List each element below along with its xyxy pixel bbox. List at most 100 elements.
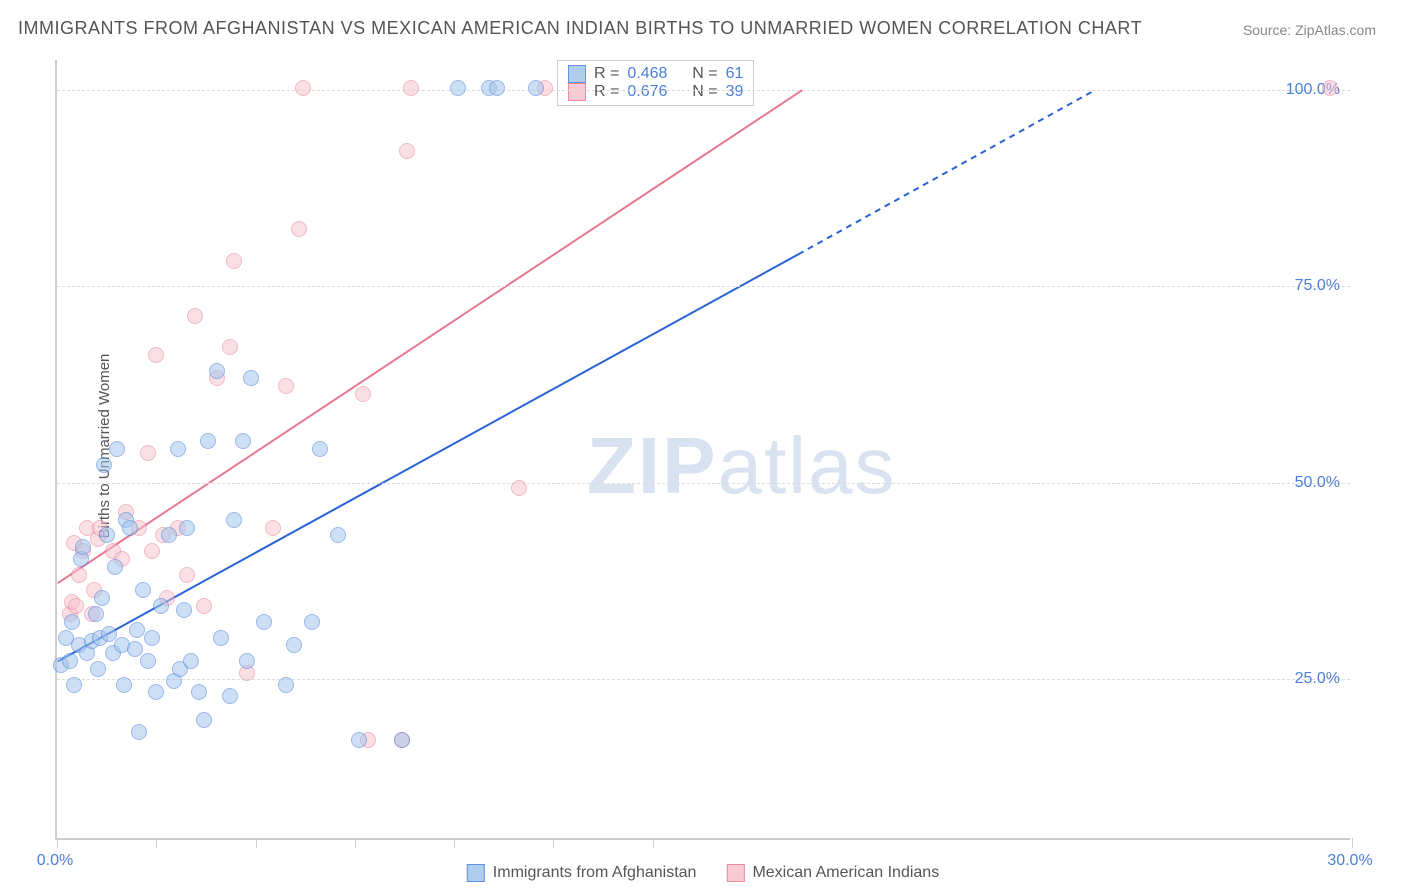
scatter-point [403,80,419,96]
scatter-point [222,688,238,704]
series-legend: Immigrants from Afghanistan Mexican Amer… [467,864,939,882]
scatter-point [94,590,110,606]
scatter-point [511,480,527,496]
scatter-point [243,370,259,386]
x-tick [156,838,157,848]
x-tick [1352,838,1353,848]
legend-label-series2: Mexican American Indians [752,864,939,882]
legend-label-series1: Immigrants from Afghanistan [493,864,697,882]
x-tick [553,838,554,848]
x-tick-label: 0.0% [37,852,73,870]
scatter-point [291,221,307,237]
scatter-point [176,602,192,618]
scatter-point [278,378,294,394]
scatter-point [226,253,242,269]
chart-plot-area: ZIPatlas R = 0.468 N = 61 R = 0.676 N = … [55,60,1350,840]
legend-swatch-series2-bottom [726,864,744,882]
watermark-part-atlas: atlas [717,421,896,510]
legend-item-series2: Mexican American Indians [726,864,939,882]
scatter-point [187,308,203,324]
scatter-point [107,559,123,575]
scatter-point [96,457,112,473]
watermark-part-zip: ZIP [587,421,717,510]
scatter-point [355,386,371,402]
scatter-point [222,339,238,355]
y-tick-label: 25.0% [1295,670,1340,688]
n-value-series1: 61 [726,65,744,83]
scatter-point [99,527,115,543]
scatter-point [140,445,156,461]
scatter-point [68,598,84,614]
scatter-point [235,433,251,449]
scatter-point [226,512,242,528]
gridline-h [57,90,1350,91]
scatter-point [101,626,117,642]
y-tick-label: 50.0% [1295,474,1340,492]
scatter-point [278,677,294,693]
scatter-point [394,732,410,748]
scatter-point [66,677,82,693]
scatter-point [265,520,281,536]
scatter-point [286,637,302,653]
gridline-h [57,286,1350,287]
scatter-point [1322,80,1338,96]
scatter-point [144,543,160,559]
scatter-point [109,441,125,457]
scatter-point [179,520,195,536]
watermark: ZIPatlas [587,420,896,512]
r-label: R = [594,65,619,83]
x-tick [454,838,455,848]
legend-item-series1: Immigrants from Afghanistan [467,864,697,882]
scatter-point [304,614,320,630]
scatter-point [239,653,255,669]
scatter-point [528,80,544,96]
n-label: N = [692,65,717,83]
r-label: R = [594,83,619,101]
scatter-point [179,567,195,583]
x-tick [653,838,654,848]
source-label: Source: ZipAtlas.com [1243,22,1376,38]
scatter-point [71,567,87,583]
scatter-point [209,363,225,379]
scatter-point [88,606,104,622]
scatter-point [135,582,151,598]
scatter-point [399,143,415,159]
scatter-point [170,441,186,457]
scatter-point [122,520,138,536]
scatter-point [196,598,212,614]
legend-swatch-series1 [568,65,586,83]
scatter-point [64,614,80,630]
scatter-point [148,347,164,363]
scatter-point [62,653,78,669]
legend-swatch-series1-bottom [467,864,485,882]
scatter-point [90,661,106,677]
scatter-point [116,677,132,693]
scatter-point [131,724,147,740]
y-tick-label: 75.0% [1295,277,1340,295]
scatter-point [295,80,311,96]
n-value-series2: 39 [726,83,744,101]
scatter-point [196,712,212,728]
scatter-point [153,598,169,614]
scatter-point [75,539,91,555]
legend-row-series1: R = 0.468 N = 61 [568,65,743,83]
gridline-h [57,483,1350,484]
r-value-series2: 0.676 [627,83,667,101]
scatter-point [312,441,328,457]
scatter-point [148,684,164,700]
scatter-point [144,630,160,646]
scatter-point [489,80,505,96]
legend-row-series2: R = 0.676 N = 39 [568,83,743,101]
trend-lines-layer [57,60,1350,838]
scatter-point [330,527,346,543]
scatter-point [256,614,272,630]
scatter-point [200,433,216,449]
x-tick [355,838,356,848]
scatter-point [191,684,207,700]
r-value-series1: 0.468 [627,65,667,83]
x-tick [57,838,58,848]
scatter-point [129,622,145,638]
correlation-legend: R = 0.468 N = 61 R = 0.676 N = 39 [557,60,754,106]
chart-title: IMMIGRANTS FROM AFGHANISTAN VS MEXICAN A… [18,18,1142,39]
scatter-point [183,653,199,669]
